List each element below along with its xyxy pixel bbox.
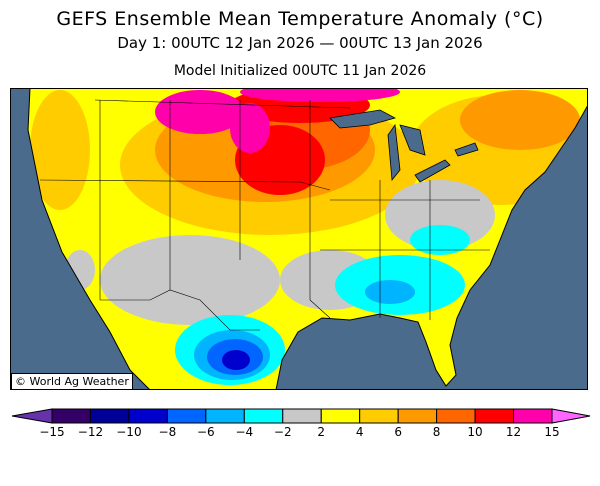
legend-swatch [513, 408, 553, 424]
model-init-time: Model Initialized 00UTC 11 Jan 2026 [173, 63, 427, 79]
legend-tick-label: 10 [467, 425, 482, 439]
legend-swatch [320, 408, 361, 424]
legend-tick-label: 6 [394, 425, 402, 439]
legend-swatch [51, 408, 91, 424]
legend-tick-label: −4 [235, 425, 253, 439]
legend-swatch [243, 408, 284, 424]
forecast-period: Day 1: 00UTC 12 Jan 2026 — 00UTC 13 Jan … [117, 34, 483, 52]
legend-low-extend [11, 408, 53, 424]
legend-tick-label: −10 [116, 425, 141, 439]
state-borders [39, 99, 490, 331]
great-lakes [329, 109, 479, 183]
legend-swatch [89, 408, 130, 424]
legend-tick-label: 15 [544, 425, 559, 439]
coastline [27, 88, 588, 390]
copyright-label: © World Ag Weather [11, 373, 133, 390]
legend-swatch [166, 408, 207, 424]
legend-swatch [474, 408, 515, 424]
legend-swatch [436, 408, 476, 424]
legend-swatch [359, 408, 399, 424]
legend-tick-label: −12 [78, 425, 103, 439]
legend-swatch [205, 408, 245, 424]
legend-high-extend [551, 408, 591, 424]
legend-tick-label: 2 [317, 425, 325, 439]
legend-tick-label: −8 [159, 425, 177, 439]
legend-swatch [282, 408, 322, 424]
legend-tick-label: −6 [197, 425, 215, 439]
legend-tick-label: 12 [506, 425, 521, 439]
color-legend: −15 −12 −10 −8 −6 −4 −2 2 4 6 8 10 12 15 [11, 408, 591, 439]
legend-swatch [128, 408, 168, 424]
legend-tick-label: 4 [356, 425, 364, 439]
map-title: GEFS Ensemble Mean Temperature Anomaly (… [56, 8, 544, 30]
legend-tick-label: 8 [433, 425, 441, 439]
legend-tick-label: −2 [274, 425, 292, 439]
temperature-anomaly-map [10, 88, 588, 390]
legend-swatch [397, 408, 438, 424]
legend-tick-label: −15 [39, 425, 64, 439]
